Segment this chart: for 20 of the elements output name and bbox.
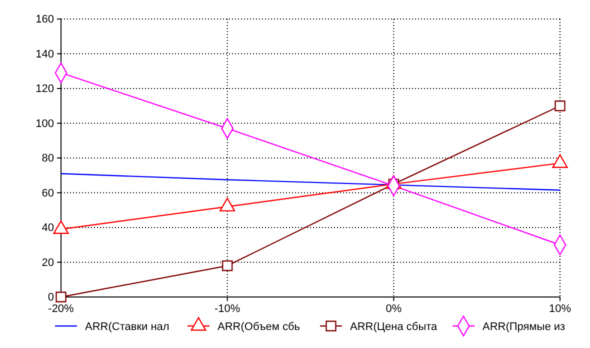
legend-label: ARR(Ставки нал bbox=[85, 321, 170, 333]
y-tick-label: 100 bbox=[36, 118, 54, 130]
x-tick-label: 0% bbox=[386, 302, 402, 315]
y-tick-label: 0 bbox=[48, 292, 54, 304]
legend-label: ARR(Объем сбь bbox=[218, 321, 300, 333]
point bbox=[554, 100, 566, 112]
x-tick-label: 10% bbox=[548, 302, 572, 315]
y-tick-label: 160 bbox=[36, 14, 54, 26]
y-tick-label: 140 bbox=[36, 48, 54, 60]
point bbox=[222, 260, 233, 272]
y-tick-label: 20 bbox=[42, 256, 54, 269]
x-tick-label: -10% bbox=[214, 302, 240, 315]
point bbox=[56, 292, 66, 302]
y-tick-label: 80 bbox=[42, 152, 54, 165]
x-tick-label: -20% bbox=[48, 302, 74, 315]
y-tick-label: 40 bbox=[42, 222, 54, 234]
y-tick-label: 60 bbox=[42, 187, 54, 200]
legend-label: ARR(Прямые из bbox=[482, 321, 566, 333]
y-tick-label: 120 bbox=[36, 83, 54, 96]
legend-label: ARR(Цена сбыта bbox=[350, 321, 438, 333]
